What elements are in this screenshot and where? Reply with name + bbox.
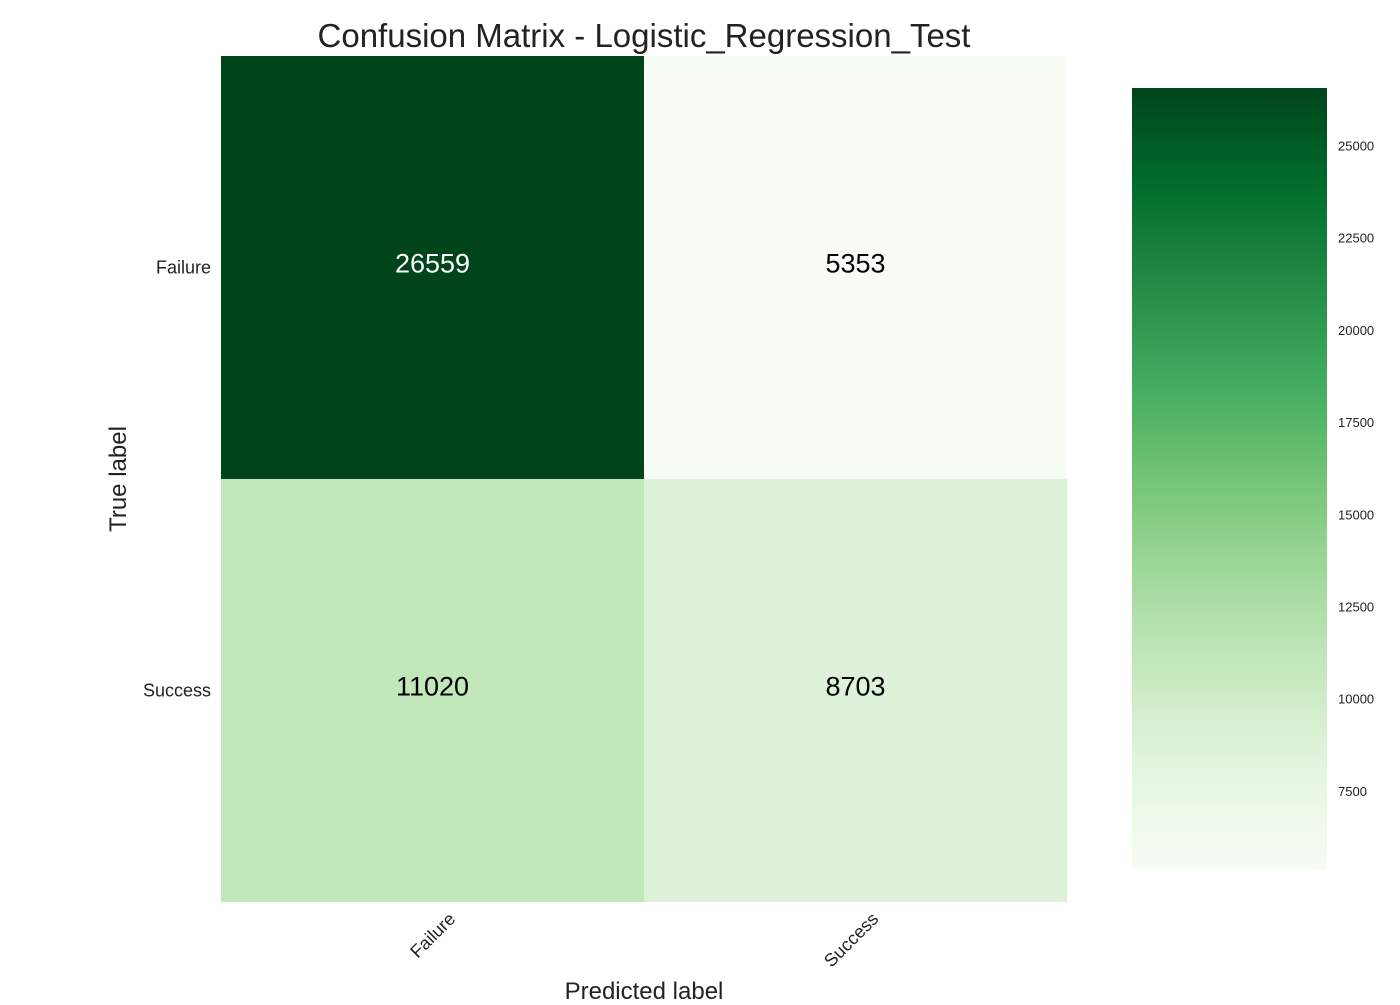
y-tick-label: Failure — [156, 258, 211, 278]
cell-value-label: 11020 — [396, 672, 469, 702]
colorbar-tick-label: 10000 — [1338, 692, 1374, 707]
x-axis-label: Predicted label — [565, 978, 724, 1000]
cell-value-label: 5353 — [825, 249, 885, 279]
colorbar-tick-label: 25000 — [1338, 138, 1374, 153]
colorbar-tick-labels: 7500 10000 12500 15000 17500 20000 22500 25000 — [1338, 138, 1374, 798]
colorbar-scale — [1132, 88, 1327, 870]
colorbar-tick-label: 20000 — [1338, 323, 1374, 338]
colorbar-tick-label: 12500 — [1338, 599, 1374, 614]
cell-value-labels: 26559 5353 11020 8703 — [395, 249, 886, 702]
heatmap-cell-failure-failure — [221, 56, 644, 479]
heatmap-cell-success-success — [644, 479, 1067, 902]
heatmap-cell-failure-success — [644, 56, 1067, 479]
cell-value-label: 8703 — [825, 672, 885, 702]
y-tick-label: Success — [143, 681, 211, 701]
colorbar-tick-label: 7500 — [1338, 784, 1367, 799]
y-axis-label: True label — [105, 426, 132, 532]
colorbar-tick-label: 17500 — [1338, 415, 1374, 430]
colorbar: 7500 10000 12500 15000 17500 20000 22500 25000 — [1132, 88, 1374, 870]
colorbar-tick-label: 22500 — [1338, 231, 1374, 246]
heatmap-cells — [221, 56, 1067, 902]
heatmap-cell-success-failure — [221, 479, 644, 902]
x-tick-label: Success — [820, 909, 882, 971]
colorbar-tick-label: 15000 — [1338, 507, 1374, 522]
x-axis-tick-labels: Failure Success — [406, 909, 882, 971]
cell-value-label: 26559 — [395, 249, 470, 279]
chart-title: Confusion Matrix - Logistic_Regression_T… — [318, 17, 971, 54]
y-axis-tick-labels: Failure Success — [143, 258, 211, 701]
x-tick-label: Failure — [406, 909, 459, 962]
